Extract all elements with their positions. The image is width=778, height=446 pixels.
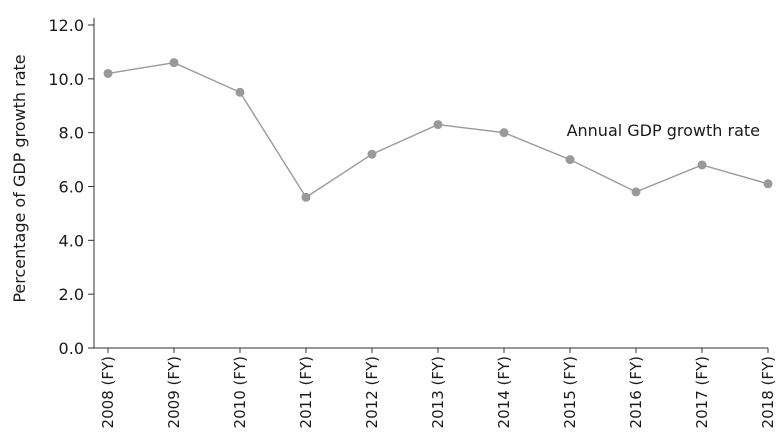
- y-tick-label: 8.0: [59, 124, 84, 143]
- x-tick-label: 2018 (FY): [759, 356, 777, 428]
- data-point: [103, 68, 113, 78]
- data-point: [763, 179, 773, 189]
- x-ticks: 2008 (FY) 2009 (FY) 2010 (FY) 2011 (FY) 2012…: [99, 348, 777, 428]
- x-tick-label: 2008 (FY): [99, 356, 117, 428]
- y-ticks: 0.0 2.0 4.0 6.0 8.0 10.0 12.0: [48, 16, 94, 358]
- data-point: [433, 120, 443, 130]
- data-point: [565, 155, 575, 165]
- data-point: [367, 149, 377, 159]
- y-axis-label: Percentage of GDP growth rate: [10, 54, 29, 302]
- y-tick-label: 2.0: [59, 285, 84, 304]
- data-point: [499, 128, 509, 138]
- axes: [93, 18, 768, 349]
- x-tick-label: 2016 (FY): [627, 356, 645, 428]
- data-point: [631, 187, 641, 197]
- series-layer: [103, 58, 773, 202]
- y-tick-label: 10.0: [48, 70, 84, 89]
- x-tick-label: 2009 (FY): [165, 356, 183, 428]
- y-tick-label: 6.0: [59, 178, 84, 197]
- y-tick-label: 12.0: [48, 16, 84, 35]
- x-tick-label: 2014 (FY): [495, 356, 513, 428]
- y-tick-label: 4.0: [59, 231, 84, 250]
- data-point: [235, 87, 245, 97]
- x-tick-label: 2011 (FY): [297, 356, 315, 428]
- x-tick-label: 2015 (FY): [561, 356, 579, 428]
- x-tick-label: 2010 (FY): [231, 356, 249, 428]
- x-tick-label: 2013 (FY): [429, 356, 447, 428]
- x-tick-label: 2012 (FY): [363, 356, 381, 428]
- x-tick-label: 2017 (FY): [693, 356, 711, 428]
- data-point: [301, 192, 311, 202]
- data-point: [697, 160, 707, 170]
- data-point: [169, 58, 179, 68]
- y-tick-label: 0.0: [59, 339, 84, 358]
- series-label: Annual GDP growth rate: [567, 121, 760, 140]
